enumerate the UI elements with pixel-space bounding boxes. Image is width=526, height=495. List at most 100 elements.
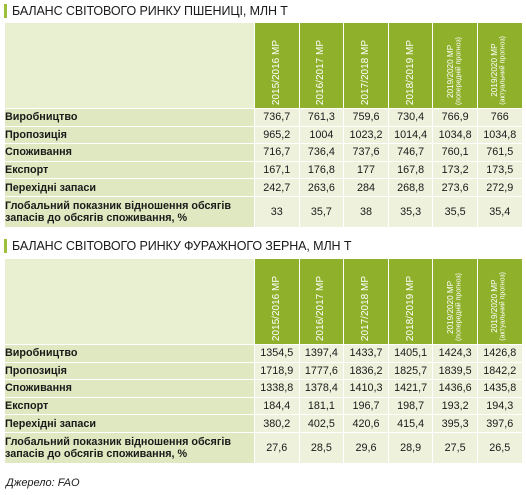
- header-row: 2015/2016 МР 2016/2017 МР 2017/2018 МР 2…: [4, 22, 523, 109]
- column-header: 2015/2016 МР: [254, 258, 300, 345]
- column-header: 2018/2019 МР: [387, 258, 434, 345]
- table-row: Пропозиція 965,2 1004 1023,2 1014,4 1034,8 103…: [4, 125, 523, 145]
- table-row: Споживання 1338,8 1378,4 1410,3 1421,7 1436,6…: [4, 379, 523, 398]
- table-cell: 761,3: [298, 108, 345, 127]
- table-cell: 35,3: [387, 195, 434, 228]
- table-row: Глобальний показник відношення обсягів з…: [4, 195, 523, 228]
- table-cell: 1424,3: [432, 344, 478, 363]
- table-cell: 730,4: [387, 108, 434, 127]
- row-label: Споживання: [4, 143, 255, 162]
- column-header: 2015/2016 МР: [254, 22, 300, 109]
- title-accent-bar: [4, 239, 7, 253]
- table-cell: 1825,7: [387, 361, 434, 381]
- row-label: Експорт: [4, 396, 255, 416]
- table-cell: 1014,4: [387, 125, 434, 145]
- table-cell: 28,9: [387, 431, 434, 464]
- header-row: 2015/2016 МР 2016/2017 МР 2017/2018 МР 2…: [4, 258, 523, 345]
- table-cell: 1034,8: [432, 125, 478, 145]
- column-header: 2018/2019 МР: [387, 22, 434, 109]
- table-cell: 167,8: [387, 160, 434, 180]
- table-cell: 766: [476, 108, 523, 127]
- row-label: Експорт: [4, 160, 255, 180]
- table-cell: 33: [254, 195, 300, 228]
- table-cell: 173,5: [476, 160, 523, 180]
- table-cell: 380,2: [254, 414, 300, 433]
- table-cell: 1034,8: [476, 125, 523, 145]
- feed-grain-title-text: БАЛАНС СВІТОВОГО РИНКУ ФУРАЖНОГО ЗЕРНА, …: [12, 239, 352, 253]
- table-row: Перехідні запаси 242,7 263,6 284 268,8 273,6 2…: [4, 178, 523, 197]
- table-cell: 1410,3: [343, 379, 389, 398]
- table-cell: 1378,4: [298, 379, 345, 398]
- table-cell: 184,4: [254, 396, 300, 416]
- table-cell: 35,5: [432, 195, 478, 228]
- row-label: Споживання: [4, 379, 255, 398]
- row-label: Пропозиція: [4, 125, 255, 145]
- table-cell: 193,2: [432, 396, 478, 416]
- wheat-table-title: БАЛАНС СВІТОВОГО РИНКУ ПШЕНИЦІ, МЛН Т: [4, 2, 288, 20]
- table-cell: 26,5: [476, 431, 523, 464]
- column-header: 2019/2020 МР (актуальний прогноз): [476, 22, 523, 109]
- table-cell: 395,3: [432, 414, 478, 433]
- table-cell: 29,6: [343, 431, 389, 464]
- row-label: Глобальний показник відношення обсягів з…: [4, 431, 255, 464]
- table-cell: 737,6: [343, 143, 389, 162]
- table-cell: 177: [343, 160, 389, 180]
- table-row: Глобальний показник відношення обсягів з…: [4, 431, 523, 464]
- table-cell: 1435,8: [476, 379, 523, 398]
- table-cell: 1718,9: [254, 361, 300, 381]
- table-row: Споживання 716,7 736,4 737,6 746,7 760,1 761,5: [4, 143, 523, 162]
- table-cell: 766,9: [432, 108, 478, 127]
- column-header: 2017/2018 МР: [343, 22, 389, 109]
- table-cell: 27,5: [432, 431, 478, 464]
- table-cell: 415,4: [387, 414, 434, 433]
- source-note: Джерело: FAO: [6, 477, 80, 489]
- row-label: Перехідні запаси: [4, 414, 255, 433]
- table-cell: 1842,2: [476, 361, 523, 381]
- table-cell: 1436,6: [432, 379, 478, 398]
- row-label: Глобальний показник відношення обсягів з…: [4, 195, 255, 228]
- table-cell: 273,6: [432, 178, 478, 197]
- table-cell: 167,1: [254, 160, 300, 180]
- row-label: Пропозиція: [4, 361, 255, 381]
- column-header: 2016/2017 МР: [298, 22, 345, 109]
- table-cell: 746,7: [387, 143, 434, 162]
- table-cell: 760,1: [432, 143, 478, 162]
- table-cell: 1405,1: [387, 344, 434, 363]
- table-row: Пропозиція 1718,9 1777,6 1836,2 1825,7 1839,5…: [4, 361, 523, 381]
- table-cell: 1426,8: [476, 344, 523, 363]
- table-cell: 181,1: [298, 396, 345, 416]
- feed-grain-balance-table: 2015/2016 МР 2016/2017 МР 2017/2018 МР 2…: [4, 258, 523, 464]
- table-cell: 716,7: [254, 143, 300, 162]
- table-row: Експорт 167,1 176,8 177 167,8 173,2 173,5: [4, 160, 523, 180]
- table-cell: 268,8: [387, 178, 434, 197]
- column-header: 2017/2018 МР: [343, 258, 389, 345]
- table-cell: 761,5: [476, 143, 523, 162]
- table-cell: 1433,7: [343, 344, 389, 363]
- table-cell: 28,5: [298, 431, 345, 464]
- table-row: Виробництво 1354,5 1397,4 1433,7 1405,1 1424,…: [4, 344, 523, 363]
- wheat-balance-table: 2015/2016 МР 2016/2017 МР 2017/2018 МР 2…: [4, 22, 523, 228]
- table-cell: 284: [343, 178, 389, 197]
- table-row: Виробництво 736,7 761,3 759,6 730,4 766,9 766: [4, 108, 523, 127]
- table-cell: 759,6: [343, 108, 389, 127]
- table-cell: 965,2: [254, 125, 300, 145]
- row-label: Виробництво: [4, 344, 255, 363]
- table-cell: 1836,2: [343, 361, 389, 381]
- table-cell: 263,6: [298, 178, 345, 197]
- feed-grain-table-title: БАЛАНС СВІТОВОГО РИНКУ ФУРАЖНОГО ЗЕРНА, …: [4, 237, 352, 255]
- table-cell: 242,7: [254, 178, 300, 197]
- table-cell: 35,7: [298, 195, 345, 228]
- table-cell: 198,7: [387, 396, 434, 416]
- table-cell: 1338,8: [254, 379, 300, 398]
- table-cell: 1023,2: [343, 125, 389, 145]
- column-header: 2016/2017 МР: [298, 258, 345, 345]
- table-cell: 1354,5: [254, 344, 300, 363]
- table-cell: 1421,7: [387, 379, 434, 398]
- table-cell: 176,8: [298, 160, 345, 180]
- row-label: Перехідні запаси: [4, 178, 255, 197]
- title-accent-bar: [4, 4, 7, 18]
- row-label: Виробництво: [4, 108, 255, 127]
- table-cell: 27,6: [254, 431, 300, 464]
- table-cell: 38: [343, 195, 389, 228]
- table-cell: 420,6: [343, 414, 389, 433]
